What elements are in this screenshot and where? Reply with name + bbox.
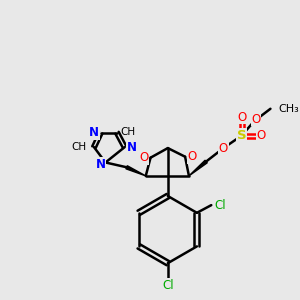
Text: N: N xyxy=(126,141,136,154)
Text: N: N xyxy=(96,158,106,171)
Text: O: O xyxy=(139,151,148,164)
Text: O: O xyxy=(237,111,246,124)
Text: CH₃: CH₃ xyxy=(278,104,299,114)
Text: O: O xyxy=(256,129,266,142)
Text: N: N xyxy=(89,126,99,139)
Text: Cl: Cl xyxy=(214,199,226,212)
Text: CH: CH xyxy=(71,142,86,152)
Text: O: O xyxy=(251,113,261,126)
Text: CH: CH xyxy=(120,127,135,137)
Text: O: O xyxy=(187,150,196,163)
Polygon shape xyxy=(189,160,207,176)
Text: S: S xyxy=(237,129,247,142)
Text: O: O xyxy=(219,142,228,154)
Text: Cl: Cl xyxy=(162,279,174,292)
Polygon shape xyxy=(126,166,146,176)
